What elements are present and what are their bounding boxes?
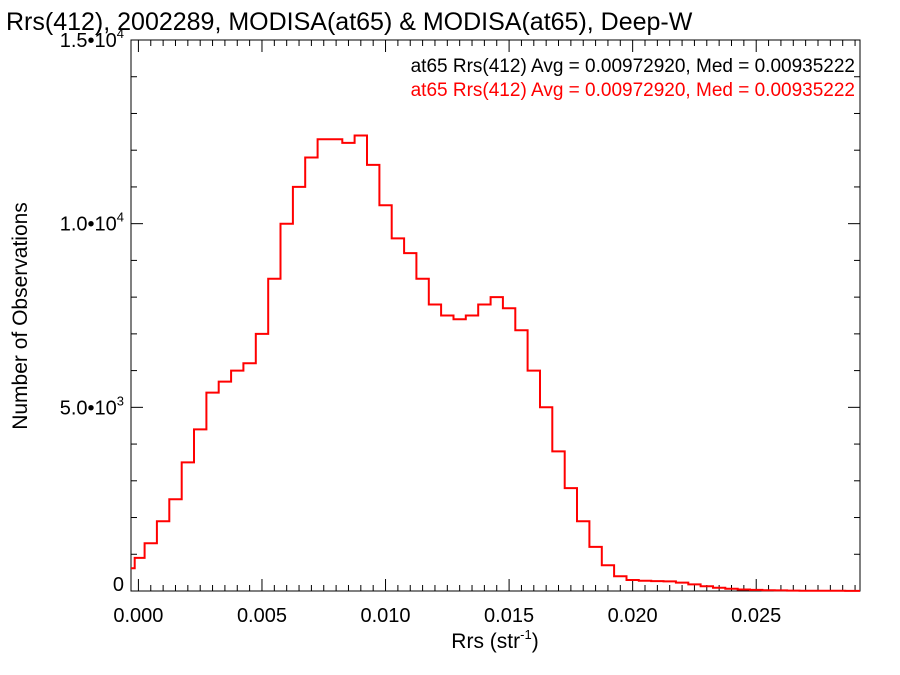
y-tick-exponent: 4 (117, 210, 124, 225)
x-tick-label: 0.015 (484, 605, 534, 627)
x-tick-labels: 0.000 0.005 0.010 0.015 0.020 0.025 (113, 605, 781, 627)
y-tick-mantissa: 5.0•10 (60, 397, 117, 419)
y-tick-label: 5.0•103 (60, 393, 124, 419)
annotation-black: at65 Rrs(412) Avg = 0.00972920, Med = 0.… (411, 56, 855, 77)
annotation-red: at65 Rrs(412) Avg = 0.00972920, Med = 0.… (411, 80, 855, 101)
x-tick-label: 0.010 (361, 605, 411, 627)
y-tick-label: 1.0•104 (60, 210, 124, 236)
x-axis-label-sup: -1 (520, 627, 532, 642)
x-axis-label-main: Rrs (str (451, 630, 520, 653)
series-line (131, 134, 860, 592)
y-tick-exponent: 4 (117, 26, 124, 41)
x-axis-label-close: ) (532, 630, 539, 653)
chart-title: Rrs(412), 2002289, MODISA(at65) & MODISA… (6, 8, 693, 36)
plot-area (130, 39, 861, 592)
y-tick-mantissa: 0 (113, 574, 124, 596)
x-axis-label: Rrs (str-1) (451, 627, 538, 653)
y-axis-label: Number of Observations (9, 202, 32, 430)
x-tick-label: 0.000 (113, 605, 163, 627)
y-tick-label: 1.5•104 (60, 26, 124, 52)
x-tick-label: 0.020 (608, 605, 658, 627)
axis-ticks (131, 39, 860, 592)
x-tick-label: 0.005 (237, 605, 287, 627)
x-tick-label: 0.025 (731, 605, 781, 627)
y-tick-mantissa: 1.0•10 (60, 214, 117, 236)
y-tick-label: 0 (113, 574, 124, 596)
y-tick-exponent: 3 (117, 393, 124, 408)
y-tick-mantissa: 1.5•10 (60, 30, 117, 52)
